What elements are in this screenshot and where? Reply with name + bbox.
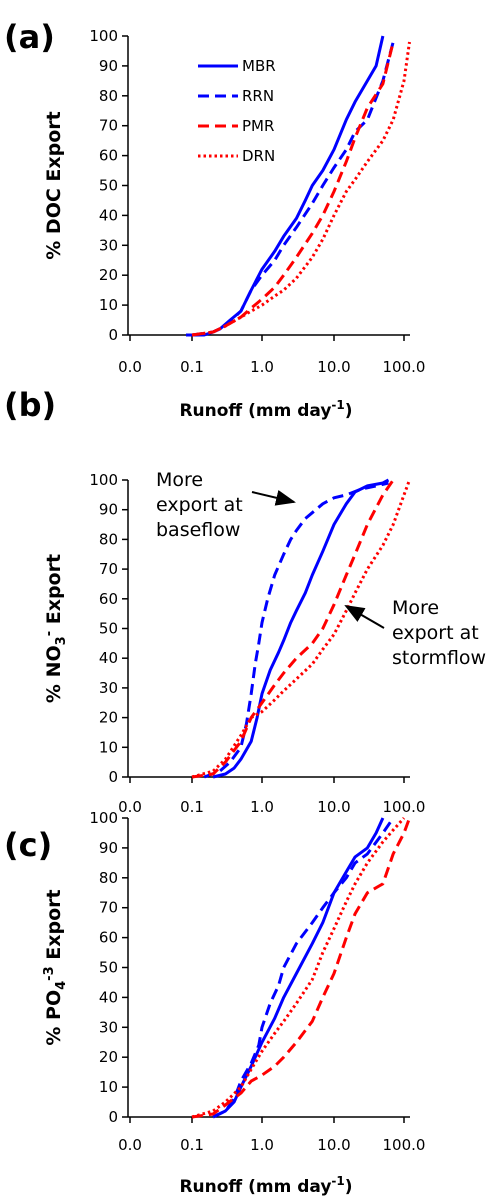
y-tick-label: 80 [99, 530, 118, 548]
y-tick-label: 40 [99, 649, 118, 667]
y-tick-label: 10 [99, 296, 118, 314]
y-tick-label: 60 [99, 147, 118, 165]
x-tick-label: 10.0 [317, 1136, 350, 1154]
y-tick-label: 90 [99, 57, 118, 75]
legend-label-drn: DRN [242, 147, 275, 165]
legend-label-mbr: MBR [242, 57, 276, 75]
y-axis-label: % DOC Export [43, 111, 65, 259]
y-axis-label: % NO3- Export [42, 554, 69, 703]
y-tick-label: 10 [99, 1078, 118, 1096]
x-tick-label: 1.0 [250, 798, 274, 816]
x-tick-label: 10.0 [317, 358, 350, 376]
series-line-drn [191, 41, 411, 337]
x-tick-label: 100.0 [383, 1136, 426, 1154]
y-tick-label: 70 [99, 560, 118, 578]
y-tick-label: 80 [99, 869, 118, 887]
x-tick-label: 0.1 [180, 358, 204, 376]
y-tick-label: 60 [99, 929, 118, 947]
annotation-arrow [251, 490, 296, 506]
y-tick-label: 60 [99, 590, 118, 608]
panel-3: (c) 0 10 20 30 40 50 60 70 80 90 100 0.0 0.1 1.0 10.0 10… [4, 809, 425, 1197]
annotation-arrow [344, 604, 385, 629]
series-line-pmr [191, 479, 395, 779]
series-line-pmr [191, 817, 411, 1119]
y-tick-label: 90 [99, 501, 118, 519]
legend-label-pmr: PMR [242, 117, 274, 135]
y-tick-label: 20 [99, 709, 118, 727]
y-tick-label: 20 [99, 1048, 118, 1066]
y-tick-label: 20 [99, 266, 118, 284]
series-line-mbr [186, 35, 385, 337]
series-line-mbr [212, 817, 385, 1119]
y-tick-label: 50 [99, 177, 118, 195]
y-tick-label: 70 [99, 899, 118, 917]
x-tick-label: 0.1 [180, 798, 204, 816]
series-line-rrn [212, 817, 395, 1119]
y-tick-label: 80 [99, 87, 118, 105]
y-tick-label: 40 [99, 206, 118, 224]
y-tick-label: 40 [99, 988, 118, 1006]
y-tick-label: 50 [99, 620, 118, 638]
y-tick-label: 100 [89, 809, 118, 827]
annotation-text: More export at baseflow [156, 469, 243, 541]
panel-letter: (b) [4, 386, 56, 424]
y-tick-label: 100 [89, 27, 118, 45]
panel-letter: (a) [4, 18, 55, 56]
y-axis-label: % PO4-3 Export [42, 889, 69, 1045]
x-tick-label: 1.0 [250, 1136, 274, 1154]
y-tick-label: 0 [108, 1108, 118, 1126]
series-line-drn [191, 479, 411, 779]
series-line-pmr [191, 41, 395, 337]
y-tick-label: 0 [108, 768, 118, 786]
x-axis-label: Runoff (mm day-1) [179, 398, 352, 421]
x-tick-label: 0.0 [118, 1136, 142, 1154]
y-tick-label: 50 [99, 959, 118, 977]
y-tick-label: 90 [99, 839, 118, 857]
y-tick-label: 70 [99, 117, 118, 135]
legend-label-rrn: RRN [242, 87, 274, 105]
x-tick-label: 0.0 [118, 358, 142, 376]
y-tick-label: 100 [89, 471, 118, 489]
y-tick-label: 30 [99, 679, 118, 697]
annotation-text: More export at stormflow [392, 597, 486, 669]
y-tick-label: 30 [99, 1018, 118, 1036]
panel-2: (b) 0 10 20 30 40 50 60 70 80 90 100 0.0 0.1 1.0 10.0 10… [4, 386, 486, 816]
x-tick-label: 100.0 [383, 358, 426, 376]
x-tick-label: 0.1 [180, 1136, 204, 1154]
x-tick-label: 0.0 [118, 798, 142, 816]
x-axis-label: Runoff (mm day-1) [179, 1174, 352, 1197]
x-tick-label: 1.0 [250, 358, 274, 376]
panel-1: (a) 0 10 20 30 40 50 60 70 80 90 100 0.0 0.1 1.0 10.0 10… [4, 18, 425, 421]
y-tick-label: 0 [108, 326, 118, 344]
y-tick-label: 30 [99, 236, 118, 254]
x-tick-label: 100.0 [383, 798, 426, 816]
series-line-mbr [212, 478, 390, 779]
panel-letter: (c) [4, 826, 52, 864]
y-tick-label: 10 [99, 738, 118, 756]
x-tick-label: 10.0 [317, 798, 350, 816]
series-line-drn [191, 816, 406, 1119]
